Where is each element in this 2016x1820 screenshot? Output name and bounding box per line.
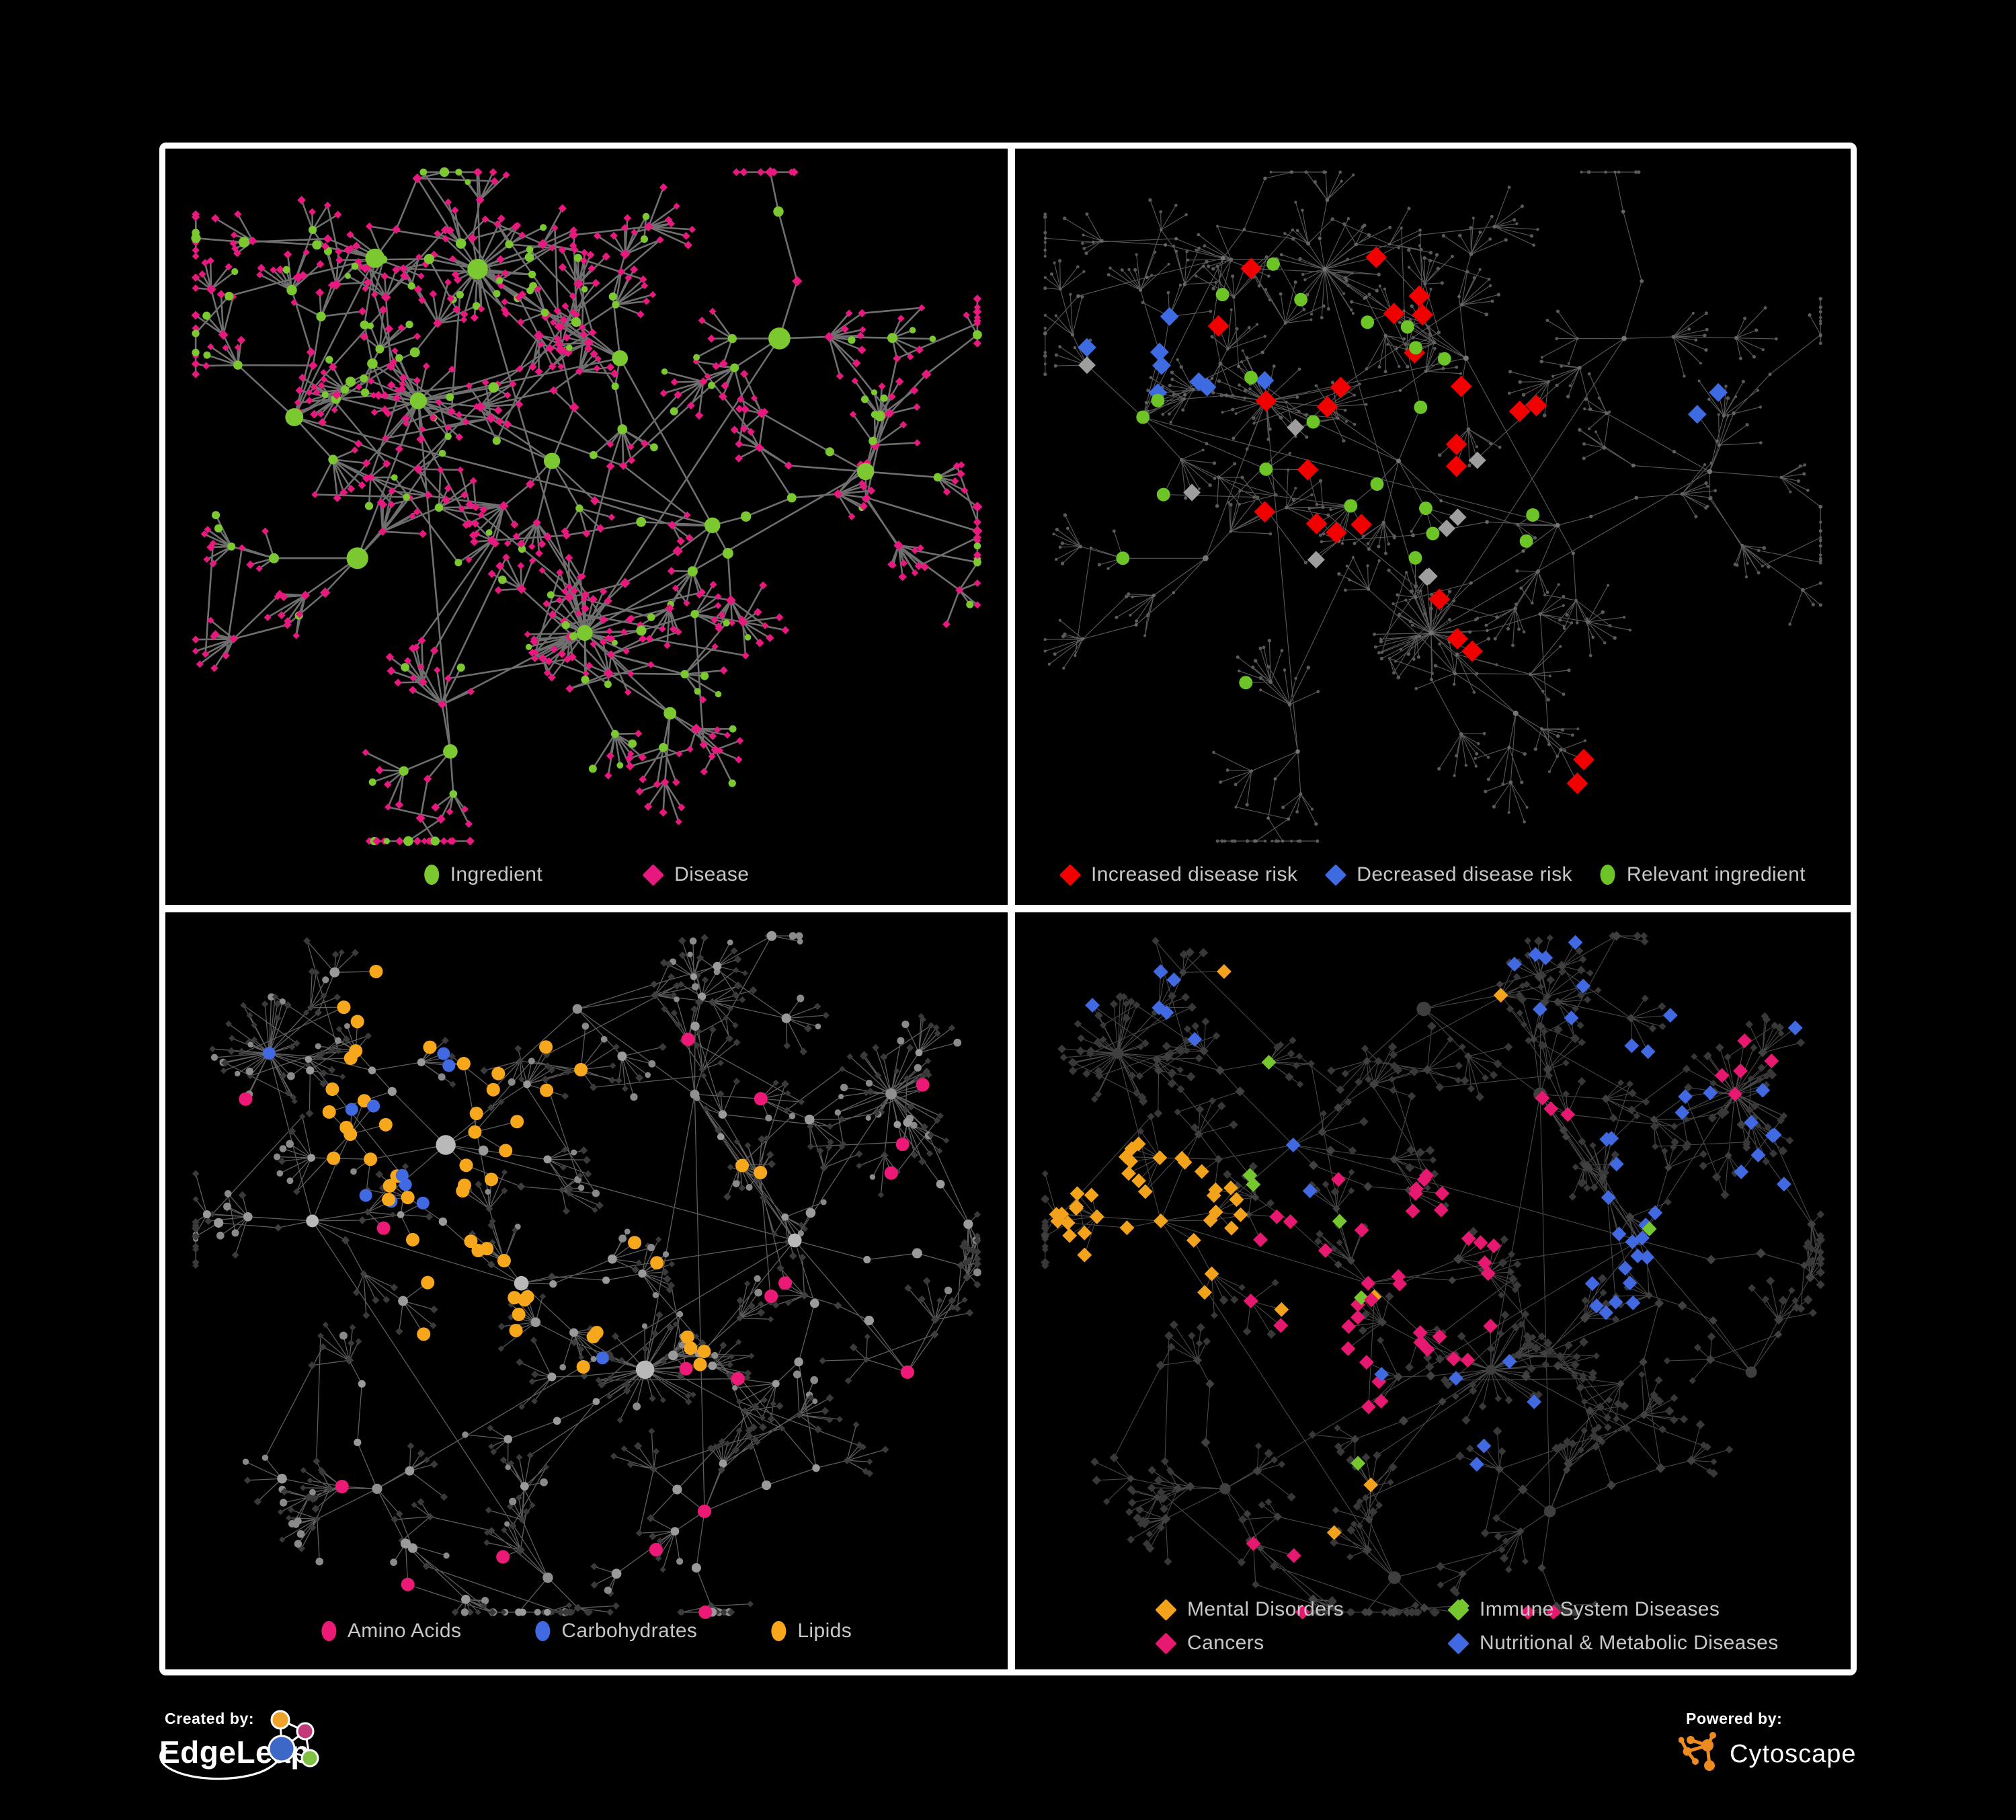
increased-risk-marker-icon <box>1059 863 1081 886</box>
legend-item-amino-acids: Amino Acids <box>321 1620 461 1643</box>
cytoscape-logo-icon <box>1679 1732 1716 1771</box>
legend-label: Increased disease risk <box>1091 863 1298 885</box>
legend-label: Lipids <box>797 1620 852 1642</box>
legend-item-carbohydrates: Carbohydrates <box>535 1620 697 1643</box>
legend-ingredient-disease: Ingredient Disease <box>424 863 750 886</box>
legend-item-nutritional-metabolic: Nutritional & Metabolic Diseases <box>1447 1632 1779 1655</box>
network-figure-grid: Ingredient Disease Increased disease ris… <box>159 143 1857 1675</box>
immune-diseases-marker-icon <box>1447 1598 1469 1621</box>
legend-label: Decreased disease risk <box>1357 863 1572 885</box>
legend-label: Amino Acids <box>347 1620 462 1642</box>
powered-by-label: Powered by: <box>1686 1710 1783 1727</box>
legend-item-mental-disorders: Mental Disorders <box>1155 1598 1422 1621</box>
panel-disease-categories: Mental Disorders Immune System Diseases … <box>1015 912 1851 1669</box>
cytoscape-logo-text: Cytoscape <box>1730 1739 1857 1768</box>
metabolite-classes-network-graph <box>191 931 981 1619</box>
disease-risk-network-graph <box>1043 170 1823 843</box>
legend-item-disease: Disease <box>642 863 750 886</box>
panel-ingredient-disease: Ingredient Disease <box>165 149 1008 905</box>
disease-categories-network-graph <box>1040 931 1826 1620</box>
panel-disease-risk: Increased disease risk Decreased disease… <box>1015 149 1851 905</box>
legend-label: Ingredient <box>450 863 543 885</box>
created-by-label: Created by: <box>165 1710 255 1727</box>
cytoscape-branding: Powered by: Cytoscape <box>1679 1710 1974 1817</box>
edgeleap-branding: Created by: EdgeLeap <box>159 1710 442 1817</box>
decreased-risk-marker-icon <box>1324 863 1347 886</box>
legend-item-decreased-risk: Decreased disease risk <box>1324 863 1572 886</box>
mental-disorders-marker-icon <box>1155 1598 1177 1621</box>
ingredient-disease-network-graph <box>191 167 983 846</box>
legend-label: Carbohydrates <box>561 1620 698 1642</box>
legend-item-increased-risk: Increased disease risk <box>1059 863 1298 886</box>
amino-acids-marker-icon <box>321 1621 336 1641</box>
legend-item-immune-diseases: Immune System Diseases <box>1447 1598 1779 1621</box>
legend-item-relevant-ingredient: Relevant ingredient <box>1600 863 1806 886</box>
edgeleap-logo-text: EdgeLeap <box>159 1735 310 1770</box>
nutritional-metabolic-marker-icon <box>1447 1632 1469 1655</box>
legend-label: Mental Disorders <box>1187 1598 1344 1620</box>
legend-label: Disease <box>674 863 750 885</box>
disease-marker-icon <box>642 863 664 886</box>
ingredient-marker-icon <box>424 865 439 885</box>
legend-label: Cancers <box>1187 1632 1264 1654</box>
legend-label: Relevant ingredient <box>1626 863 1806 885</box>
legend-disease-risk: Increased disease risk Decreased disease… <box>1059 863 1806 886</box>
cancers-marker-icon <box>1155 1632 1177 1655</box>
lipids-marker-icon <box>771 1621 787 1641</box>
carbohydrates-marker-icon <box>535 1621 551 1641</box>
relevant-ingredient-marker-icon <box>1600 865 1615 885</box>
legend-label: Nutritional & Metabolic Diseases <box>1480 1632 1779 1654</box>
legend-disease-categories: Mental Disorders Immune System Diseases … <box>1155 1598 1779 1655</box>
legend-item-ingredient: Ingredient <box>424 863 542 886</box>
legend-label: Immune System Diseases <box>1480 1598 1720 1620</box>
legend-item-cancers: Cancers <box>1155 1632 1422 1655</box>
legend-metabolite-classes: Amino Acids Carbohydrates Lipids <box>321 1620 852 1643</box>
legend-item-lipids: Lipids <box>771 1620 852 1643</box>
panel-metabolite-classes: Amino Acids Carbohydrates Lipids <box>165 912 1008 1669</box>
